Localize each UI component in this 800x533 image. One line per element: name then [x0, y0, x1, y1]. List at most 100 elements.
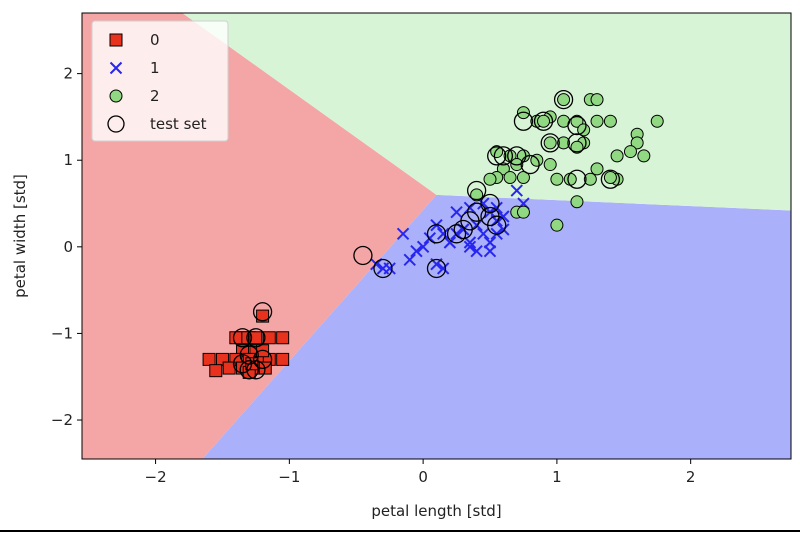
x-tick-label: −1: [278, 468, 300, 486]
x-tick-label: 2: [686, 468, 696, 486]
point-class-1: [436, 227, 450, 241]
point-class-2: [637, 149, 651, 163]
y-axis: −2 −1 0 1 2: [51, 65, 82, 429]
test-set-point: [252, 302, 273, 322]
decision-region-class-2: [182, 13, 791, 211]
test-set-point: [567, 169, 587, 189]
point-class-1: [436, 262, 450, 275]
test-set-point: [480, 206, 500, 227]
point-class-1: [497, 210, 510, 223]
test-set-point: [232, 354, 253, 374]
point-class-2: [557, 93, 571, 107]
decision-region-class-1: [202, 194, 791, 459]
point-class-2: [610, 149, 624, 163]
test-set-point: [507, 146, 527, 166]
x-axis: −2 −1 0 1 2: [145, 459, 696, 486]
legend-box: [91, 20, 229, 142]
point-class-2: [570, 114, 584, 128]
point-class-2: [496, 162, 510, 176]
test-set-point: [520, 154, 540, 175]
point-class-2: [503, 171, 517, 185]
legend-label: 2: [150, 87, 160, 105]
plot-frame: [81, 12, 792, 460]
point-class-0: [276, 352, 290, 366]
point-class-2: [516, 171, 530, 185]
test-set-point: [513, 111, 534, 131]
point-class-1: [443, 236, 457, 249]
test-set-point: [373, 258, 393, 279]
point-class-1: [396, 227, 410, 241]
point-class-2: [543, 158, 557, 172]
legend-label: 0: [150, 31, 160, 49]
y-axis-label: petal width [std]: [11, 174, 29, 298]
data-points: [202, 89, 664, 380]
point-class-2: [577, 123, 591, 137]
test-set-point: [487, 146, 507, 166]
test-set-point: [600, 169, 621, 189]
point-class-0: [202, 352, 216, 366]
point-class-0: [209, 364, 223, 378]
point-class-0: [256, 309, 270, 323]
x-tick-label: 0: [418, 468, 428, 486]
point-class-2: [583, 172, 597, 186]
point-class-2: [563, 172, 577, 186]
test-set-point: [533, 111, 554, 131]
legend: 0 1 2 test set: [91, 20, 229, 142]
point-class-2: [483, 172, 497, 186]
point-class-2: [557, 136, 571, 150]
test-set-point: [246, 360, 266, 380]
y-tick-label: −2: [51, 411, 73, 429]
point-class-0: [249, 331, 263, 345]
point-class-1: [477, 227, 490, 241]
test-set-point: [232, 328, 253, 348]
test-set-point: [567, 133, 587, 153]
test-set-point: [446, 224, 467, 244]
x-tick-label: 1: [552, 468, 562, 486]
point-class-1: [510, 184, 523, 197]
y-tick-label: 0: [63, 238, 73, 256]
point-class-2: [543, 136, 557, 150]
test-set-point: [453, 219, 473, 240]
point-class-2: [530, 153, 544, 167]
y-tick-label: 1: [63, 151, 73, 169]
point-class-2: [603, 171, 617, 185]
test-set-point: [426, 224, 447, 244]
point-class-2: [550, 218, 564, 232]
test-set-point: [466, 180, 487, 201]
point-class-2: [537, 114, 551, 128]
point-class-2: [516, 205, 530, 219]
test-set-point: [239, 360, 259, 380]
point-class-2: [590, 162, 604, 176]
point-class-2: [650, 114, 664, 128]
point-class-1: [483, 244, 497, 258]
test-set-point: [480, 193, 500, 214]
legend-marker-1: [109, 61, 123, 75]
test-set-point: [252, 349, 273, 370]
y-tick-label: 2: [63, 65, 73, 83]
legend-label: 1: [150, 59, 160, 77]
y-tick-label: −1: [51, 324, 73, 342]
point-class-1: [470, 244, 483, 258]
point-class-2: [470, 188, 484, 202]
point-class-1: [416, 240, 430, 254]
test-set-point: [540, 133, 560, 153]
point-class-2: [490, 145, 504, 159]
point-class-1: [410, 244, 423, 258]
point-class-0: [262, 331, 276, 345]
legend-label: test set: [150, 115, 207, 133]
legend-marker-2: [109, 89, 123, 103]
test-set-point: [353, 245, 373, 266]
point-class-0: [276, 331, 290, 345]
point-class-2: [570, 140, 584, 154]
point-class-2: [590, 114, 604, 128]
test-set-point: [493, 146, 514, 166]
test-set-point: [246, 328, 266, 348]
legend-marker-0: [109, 33, 123, 47]
point-class-0: [229, 331, 243, 345]
point-class-1: [376, 262, 390, 275]
point-class-2: [570, 195, 584, 209]
x-tick-label: −2: [145, 468, 167, 486]
x-axis-label: petal length [std]: [371, 502, 501, 520]
point-class-1: [463, 240, 477, 254]
